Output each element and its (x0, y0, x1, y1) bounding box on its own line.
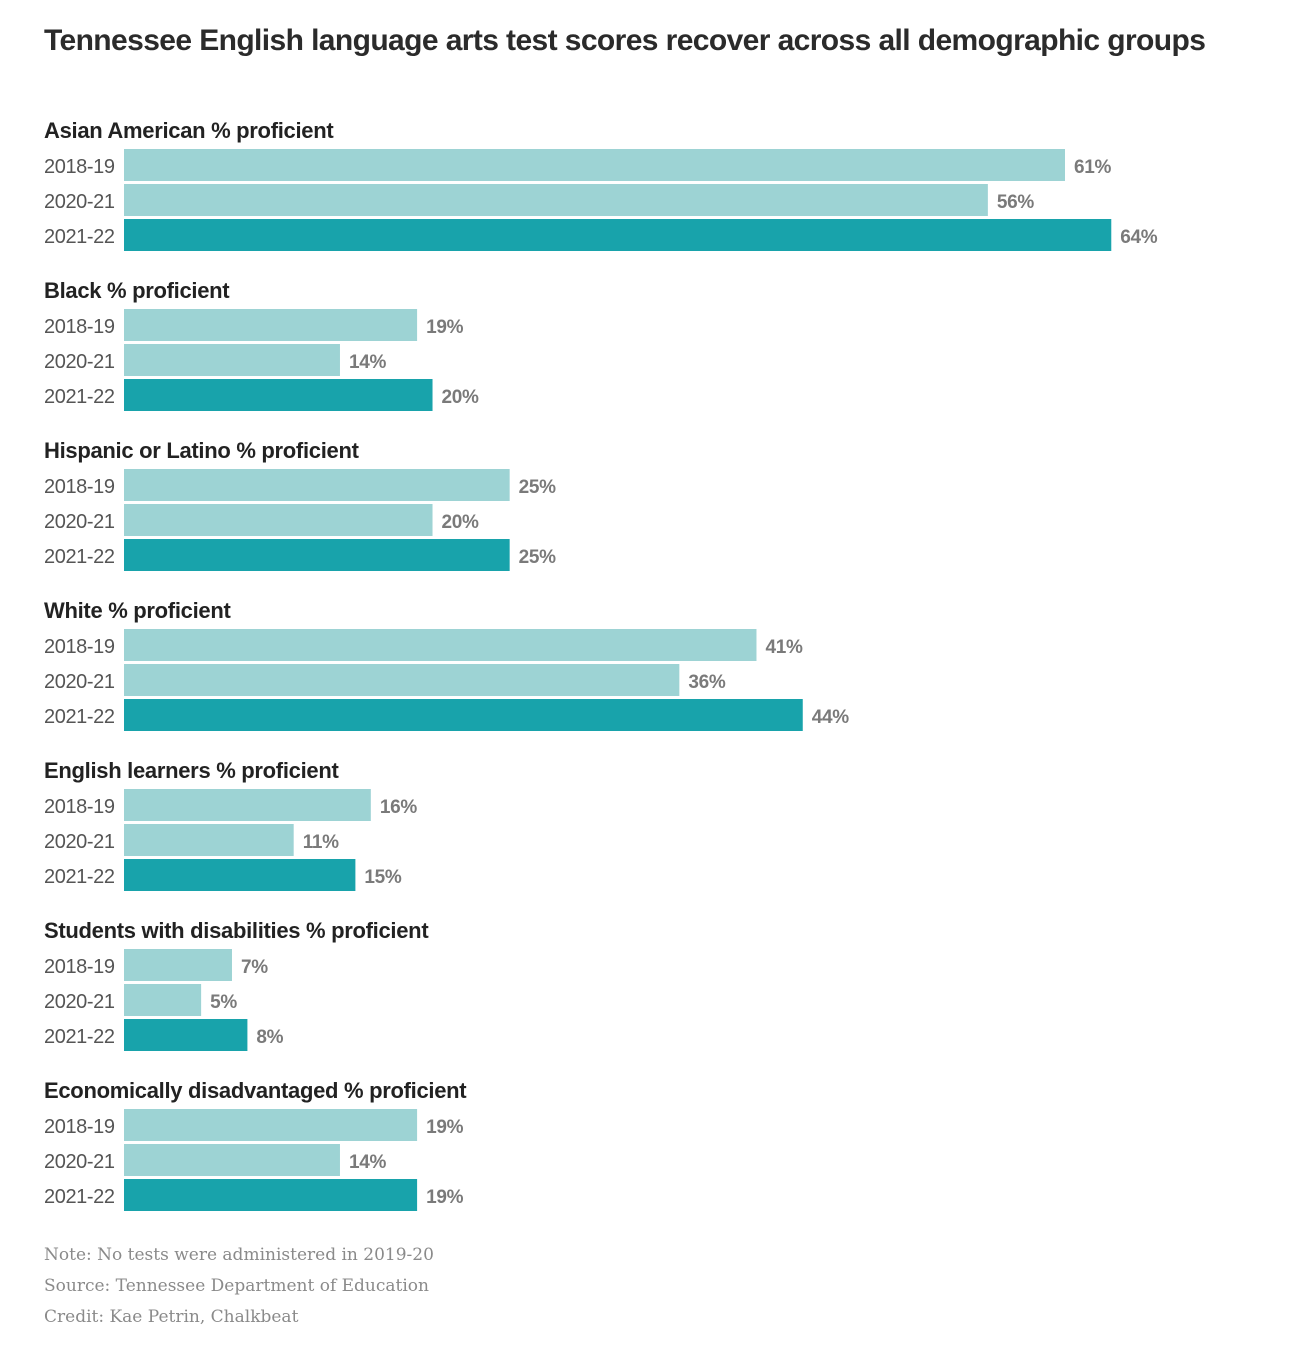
category-label: 2020-21 (44, 351, 115, 373)
value-label: 56% (997, 192, 1035, 213)
bar (124, 984, 202, 1016)
chart-notes: Note: No tests were administered in 2019… (44, 1240, 434, 1333)
category-label: 2021-22 (44, 706, 115, 728)
value-label: 7% (241, 957, 268, 978)
bar (124, 789, 371, 821)
bar (124, 309, 418, 341)
panel-group: Black % proficient 2018-19 19% 2020-21 14% 20… (44, 278, 479, 411)
panel-title: English learners % proficient (44, 758, 339, 783)
category-label: 2020-21 (44, 1151, 115, 1173)
note-text: Note: No tests were administered in 2019… (44, 1245, 434, 1265)
category-label: 2020-21 (44, 671, 115, 693)
value-label: 14% (349, 1152, 387, 1173)
panel-group: Asian American % proficient 2018-19 61% 202… (44, 118, 1158, 251)
bar (124, 219, 1112, 251)
category-label: 2018-19 (44, 1116, 115, 1138)
value-label: 64% (1120, 227, 1158, 248)
panel-title: Hispanic or Latino % proficient (44, 438, 360, 463)
bar (124, 1109, 418, 1141)
bar (124, 1179, 418, 1211)
value-label: 61% (1074, 157, 1112, 178)
bar (124, 824, 294, 856)
value-label: 19% (426, 1117, 464, 1138)
value-label: 20% (442, 387, 480, 408)
category-label: 2021-22 (44, 546, 115, 568)
panel-group: Hispanic or Latino % proficient 2018-19 25… (44, 438, 556, 571)
bar (124, 504, 433, 536)
bar (124, 664, 680, 696)
value-label: 36% (688, 672, 726, 693)
panel-group: Economically disadvantaged % proficient 2… (44, 1078, 468, 1211)
bar (124, 629, 757, 661)
bar (124, 949, 232, 981)
value-label: 14% (349, 352, 387, 373)
bar (124, 149, 1065, 181)
category-label: 2018-19 (44, 796, 115, 818)
source-text: Source: Tennessee Department of Educatio… (44, 1276, 429, 1296)
panel-group: Students with disabilities % proficient 2… (44, 918, 430, 1051)
category-label: 2018-19 (44, 476, 115, 498)
panel-title: Students with disabilities % proficient (44, 918, 429, 943)
value-label: 11% (303, 832, 339, 853)
category-label: 2021-22 (44, 226, 115, 248)
bar (124, 344, 340, 376)
value-label: 25% (519, 477, 557, 498)
category-label: 2021-22 (44, 1026, 115, 1048)
panel-title: Black % proficient (44, 278, 230, 303)
value-label: 20% (442, 512, 480, 533)
bar (124, 379, 433, 411)
category-label: 2020-21 (44, 831, 115, 853)
category-label: 2021-22 (44, 386, 115, 408)
bar (124, 469, 510, 501)
category-label: 2018-19 (44, 956, 115, 978)
panel-title: Economically disadvantaged % proficient (44, 1078, 467, 1103)
value-label: 16% (380, 797, 418, 818)
value-label: 8% (256, 1027, 283, 1048)
bar (124, 859, 356, 891)
value-label: 44% (812, 707, 850, 728)
chart-title: Tennessee English language arts test sco… (44, 24, 1206, 57)
category-label: 2018-19 (44, 636, 115, 658)
bar (124, 699, 803, 731)
value-label: 15% (364, 867, 402, 888)
category-label: 2018-19 (44, 316, 115, 338)
panel-title: Asian American % proficient (44, 118, 334, 143)
category-label: 2020-21 (44, 511, 115, 533)
value-label: 19% (426, 317, 464, 338)
bar (124, 1019, 248, 1051)
value-label: 25% (519, 547, 557, 568)
bar-chart: Asian American % proficient 2018-19 61% 202… (44, 118, 1158, 1211)
panel-group: White % proficient 2018-19 41% 2020-21 36% 20… (44, 598, 850, 731)
bar (124, 184, 988, 216)
bar (124, 1144, 340, 1176)
value-label: 5% (210, 992, 237, 1013)
category-label: 2021-22 (44, 866, 115, 888)
bar (124, 539, 510, 571)
credit-text: Credit: Kae Petrin, Chalkbeat (44, 1307, 299, 1327)
panel-group: English learners % proficient 2018-19 16% 2… (44, 758, 418, 891)
value-label: 19% (426, 1187, 464, 1208)
category-label: 2021-22 (44, 1186, 115, 1208)
category-label: 2020-21 (44, 991, 115, 1013)
value-label: 41% (765, 637, 803, 658)
category-label: 2020-21 (44, 191, 115, 213)
category-label: 2018-19 (44, 156, 115, 178)
panel-title: White % proficient (44, 598, 231, 623)
